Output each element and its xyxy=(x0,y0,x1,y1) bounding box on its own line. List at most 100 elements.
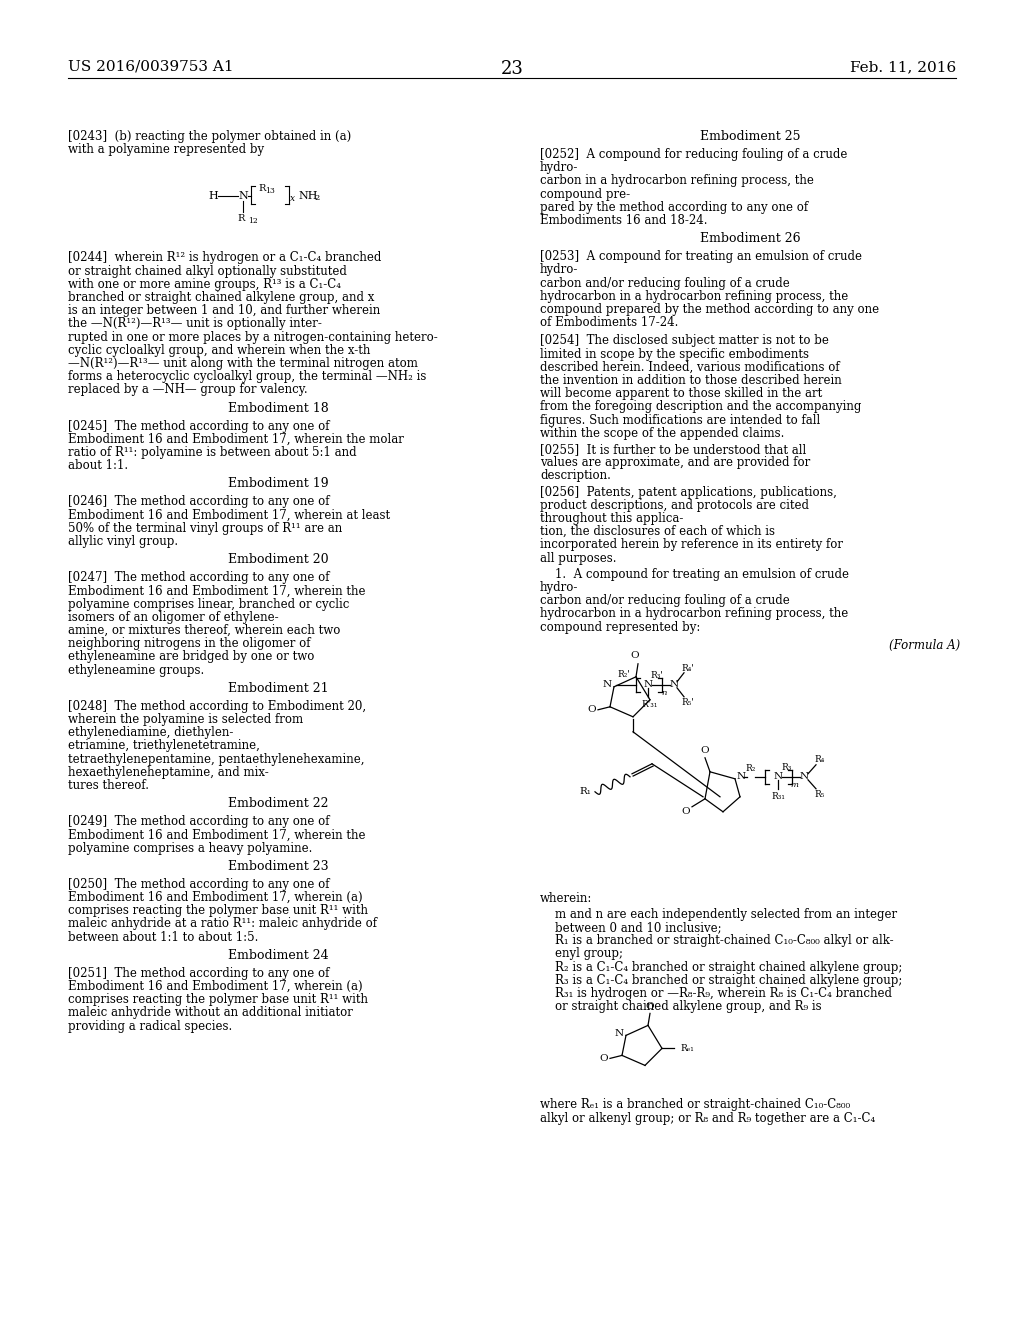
Text: maleic anhydride at a ratio R¹¹: maleic anhydride of: maleic anhydride at a ratio R¹¹: maleic … xyxy=(68,917,377,931)
Text: hydro-: hydro- xyxy=(540,264,579,276)
Text: the invention in addition to those described herein: the invention in addition to those descr… xyxy=(540,374,842,387)
Text: Embodiment 16 and Embodiment 17, wherein the: Embodiment 16 and Embodiment 17, wherein… xyxy=(68,585,366,598)
Text: compound pre-: compound pre- xyxy=(540,187,630,201)
Text: NH: NH xyxy=(298,191,317,202)
Text: forms a heterocyclic cycloalkyl group, the terminal —NH₂ is: forms a heterocyclic cycloalkyl group, t… xyxy=(68,370,426,383)
Text: R₅: R₅ xyxy=(815,791,825,800)
Text: R₃': R₃' xyxy=(650,672,664,680)
Text: R₄': R₄' xyxy=(682,664,694,673)
Text: N: N xyxy=(643,680,652,689)
Text: N: N xyxy=(614,1028,624,1038)
Text: neighboring nitrogens in the oligomer of: neighboring nitrogens in the oligomer of xyxy=(68,638,310,651)
Text: within the scope of the appended claims.: within the scope of the appended claims. xyxy=(540,426,784,440)
Text: N: N xyxy=(736,772,745,781)
Text: 13: 13 xyxy=(265,187,274,195)
Text: H: H xyxy=(208,191,218,202)
Text: hydro-: hydro- xyxy=(540,161,579,174)
Text: comprises reacting the polymer base unit R¹¹ with: comprises reacting the polymer base unit… xyxy=(68,993,368,1006)
Text: [0243]  (b) reacting the polymer obtained in (a): [0243] (b) reacting the polymer obtained… xyxy=(68,129,351,143)
Text: alkyl or alkenyl group; or R₈ and R₉ together are a C₁-C₄: alkyl or alkenyl group; or R₈ and R₉ tog… xyxy=(540,1111,876,1125)
Text: will become apparent to those skilled in the art: will become apparent to those skilled in… xyxy=(540,387,822,400)
Text: —N(R¹²)—R¹³— unit along with the terminal nitrogen atom: —N(R¹²)—R¹³— unit along with the termina… xyxy=(68,356,418,370)
Text: ethyleneamine groups.: ethyleneamine groups. xyxy=(68,664,204,677)
Text: R₁ is a branched or straight-chained C₁₀-C₈₀₀ alkyl or alk-: R₁ is a branched or straight-chained C₁₀… xyxy=(555,935,894,948)
Text: Embodiment 20: Embodiment 20 xyxy=(227,553,329,566)
Text: polyamine comprises a heavy polyamine.: polyamine comprises a heavy polyamine. xyxy=(68,842,312,854)
Text: limited in scope by the specific embodiments: limited in scope by the specific embodim… xyxy=(540,347,809,360)
Text: tion, the disclosures of each of which is: tion, the disclosures of each of which i… xyxy=(540,525,775,539)
Text: cyclic cycloalkyl group, and wherein when the x-th: cyclic cycloalkyl group, and wherein whe… xyxy=(68,343,371,356)
Text: n: n xyxy=(662,689,667,697)
Text: wherein the polyamine is selected from: wherein the polyamine is selected from xyxy=(68,713,303,726)
Text: rupted in one or more places by a nitrogen-containing hetero-: rupted in one or more places by a nitrog… xyxy=(68,330,437,343)
Text: carbon and/or reducing fouling of a crude: carbon and/or reducing fouling of a crud… xyxy=(540,594,790,607)
Text: values are approximate, and are provided for: values are approximate, and are provided… xyxy=(540,457,810,469)
Text: tetraethylenepentamine, pentaethylenehexamine,: tetraethylenepentamine, pentaethylenehex… xyxy=(68,752,365,766)
Text: throughout this applica-: throughout this applica- xyxy=(540,512,683,525)
Text: [0252]  A compound for reducing fouling of a crude: [0252] A compound for reducing fouling o… xyxy=(540,148,848,161)
Text: R₂: R₂ xyxy=(745,764,756,774)
Text: maleic anhydride without an additional initiator: maleic anhydride without an additional i… xyxy=(68,1006,353,1019)
Text: allylic vinyl group.: allylic vinyl group. xyxy=(68,535,178,548)
Text: US 2016/0039753 A1: US 2016/0039753 A1 xyxy=(68,59,233,74)
Text: Embodiment 16 and Embodiment 17, wherein at least: Embodiment 16 and Embodiment 17, wherein… xyxy=(68,508,390,521)
Text: Feb. 11, 2016: Feb. 11, 2016 xyxy=(850,59,956,74)
Text: incorporated herein by reference in its entirety for: incorporated herein by reference in its … xyxy=(540,539,843,552)
Text: tures thereof.: tures thereof. xyxy=(68,779,150,792)
Text: replaced by a —NH— group for valency.: replaced by a —NH— group for valency. xyxy=(68,383,307,396)
Text: about 1:1.: about 1:1. xyxy=(68,459,128,473)
Text: from the foregoing description and the accompanying: from the foregoing description and the a… xyxy=(540,400,861,413)
Text: R₂ is a C₁-C₄ branched or straight chained alkylene group;: R₂ is a C₁-C₄ branched or straight chain… xyxy=(555,961,902,974)
Text: comprises reacting the polymer base unit R¹¹ with: comprises reacting the polymer base unit… xyxy=(68,904,368,917)
Text: Embodiment 26: Embodiment 26 xyxy=(699,232,801,246)
Text: [0248]  The method according to Embodiment 20,: [0248] The method according to Embodimen… xyxy=(68,700,367,713)
Text: between about 1:1 to about 1:5.: between about 1:1 to about 1:5. xyxy=(68,931,258,944)
Text: (Formula A): (Formula A) xyxy=(889,639,961,652)
Text: R: R xyxy=(238,214,245,223)
Text: N: N xyxy=(602,680,611,689)
Text: [0256]  Patents, patent applications, publications,: [0256] Patents, patent applications, pub… xyxy=(540,486,837,499)
Text: R₃₁: R₃₁ xyxy=(771,792,785,801)
Text: Embodiment 16 and Embodiment 17, wherein (a): Embodiment 16 and Embodiment 17, wherein… xyxy=(68,979,362,993)
Text: Embodiment 18: Embodiment 18 xyxy=(227,401,329,414)
Text: hexaethyleneheptamine, and mix-: hexaethyleneheptamine, and mix- xyxy=(68,766,268,779)
Text: 50% of the terminal vinyl groups of R¹¹ are an: 50% of the terminal vinyl groups of R¹¹ … xyxy=(68,521,342,535)
Text: Embodiments 16 and 18-24.: Embodiments 16 and 18-24. xyxy=(540,214,708,227)
Text: N: N xyxy=(239,191,248,202)
Text: [0253]  A compound for treating an emulsion of crude: [0253] A compound for treating an emulsi… xyxy=(540,251,862,263)
Text: [0255]  It is further to be understood that all: [0255] It is further to be understood th… xyxy=(540,444,806,455)
Text: O: O xyxy=(646,1002,654,1011)
Text: O: O xyxy=(588,705,596,714)
Text: etriamine, triethylenetetramine,: etriamine, triethylenetetramine, xyxy=(68,739,260,752)
Text: N: N xyxy=(800,772,809,781)
Text: 2: 2 xyxy=(314,194,319,202)
Text: the —N(R¹²)—R¹³— unit is optionally inter-: the —N(R¹²)—R¹³— unit is optionally inte… xyxy=(68,317,322,330)
Text: R: R xyxy=(258,183,265,193)
Text: R₃₁ is hydrogen or —R₈-R₉, wherein R₈ is C₁-C₄ branched: R₃₁ is hydrogen or —R₈-R₉, wherein R₈ is… xyxy=(555,987,892,1001)
Text: Embodiment 23: Embodiment 23 xyxy=(227,859,329,873)
Text: where Rₑ₁ is a branched or straight-chained C₁₀-C₈₀₀: where Rₑ₁ is a branched or straight-chai… xyxy=(540,1098,850,1111)
Text: with a polyamine represented by: with a polyamine represented by xyxy=(68,143,264,156)
Text: R₄: R₄ xyxy=(815,755,825,764)
Text: or straight chained alkylene group, and R₉ is: or straight chained alkylene group, and … xyxy=(555,1001,821,1014)
Text: is an integer between 1 and 10, and further wherein: is an integer between 1 and 10, and furt… xyxy=(68,304,380,317)
Text: or straight chained alkyl optionally substituted: or straight chained alkyl optionally sub… xyxy=(68,264,347,277)
Text: [0247]  The method according to any one of: [0247] The method according to any one o… xyxy=(68,572,330,585)
Text: R₃: R₃ xyxy=(781,763,793,772)
Text: providing a radical species.: providing a radical species. xyxy=(68,1019,232,1032)
Text: [0250]  The method according to any one of: [0250] The method according to any one o… xyxy=(68,878,330,891)
Text: R₁: R₁ xyxy=(579,787,591,796)
Text: compound represented by:: compound represented by: xyxy=(540,620,700,634)
Text: hydrocarbon in a hydrocarbon refining process, the: hydrocarbon in a hydrocarbon refining pr… xyxy=(540,290,848,302)
Text: m and n are each independently selected from an integer: m and n are each independently selected … xyxy=(555,908,897,921)
Text: O: O xyxy=(600,1053,608,1063)
Text: enyl group;: enyl group; xyxy=(555,948,623,961)
Text: [0244]  wherein R¹² is hydrogen or a C₁-C₄ branched: [0244] wherein R¹² is hydrogen or a C₁-C… xyxy=(68,251,381,264)
Text: polyamine comprises linear, branched or cyclic: polyamine comprises linear, branched or … xyxy=(68,598,349,611)
Text: product descriptions, and protocols are cited: product descriptions, and protocols are … xyxy=(540,499,809,512)
Text: Rₑ₁: Rₑ₁ xyxy=(680,1044,693,1053)
Text: between 0 and 10 inclusive;: between 0 and 10 inclusive; xyxy=(555,921,722,935)
Text: of Embodiments 17-24.: of Embodiments 17-24. xyxy=(540,317,678,329)
Text: ratio of R¹¹: polyamine is between about 5:1 and: ratio of R¹¹: polyamine is between about… xyxy=(68,446,356,459)
Text: carbon and/or reducing fouling of a crude: carbon and/or reducing fouling of a crud… xyxy=(540,277,790,289)
